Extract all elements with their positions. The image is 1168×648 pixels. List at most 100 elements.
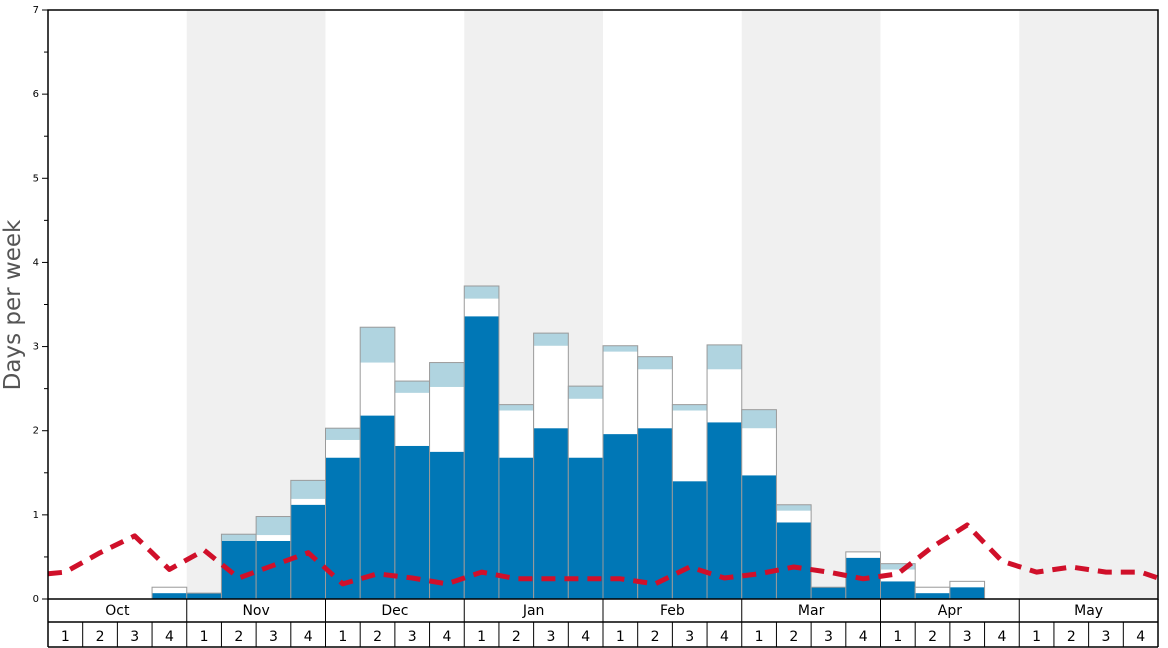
week-label-mar-4: 4 — [859, 629, 868, 645]
y-tick-label-0: 0 — [33, 594, 39, 605]
month-shading-layer — [186, 10, 1158, 599]
y-axis-label: Days per week — [0, 219, 26, 390]
week-label-apr-2: 2 — [928, 629, 937, 645]
week-label-may-1: 1 — [1032, 629, 1041, 645]
week-label-dec-2: 2 — [373, 629, 382, 645]
week-label-mar-1: 1 — [755, 629, 764, 645]
week-label-apr-4: 4 — [997, 629, 1006, 645]
month-label-dec: Dec — [381, 603, 408, 619]
week-label-feb-2: 2 — [651, 629, 660, 645]
bar-dark-apr-w1 — [880, 581, 916, 599]
bar-mid-feb-w4 — [707, 369, 742, 423]
bar-dark-feb-w1 — [603, 434, 638, 599]
week-label-oct-2: 2 — [96, 629, 105, 645]
bar-dark-dec-w1 — [325, 457, 361, 599]
y-tick-label-6: 6 — [33, 89, 39, 100]
month-label-feb: Feb — [660, 603, 685, 619]
bar-dark-jan-w4 — [568, 457, 603, 599]
y-tick-label-3: 3 — [33, 342, 39, 353]
bar-dark-feb-w2 — [637, 428, 673, 599]
week-label-apr-1: 1 — [893, 629, 902, 645]
week-label-may-3: 3 — [1102, 629, 1111, 645]
week-label-jan-3: 3 — [547, 629, 556, 645]
bar-light-jan-w2 — [498, 404, 534, 411]
week-label-may-4: 4 — [1136, 629, 1145, 645]
y-tick-label-4: 4 — [33, 257, 39, 268]
week-label-nov-4: 4 — [304, 629, 313, 645]
bar-dark-jan-w1 — [464, 316, 499, 599]
week-label-feb-3: 3 — [685, 629, 694, 645]
month-label-mar: Mar — [798, 603, 825, 619]
bar-light-feb-w2 — [637, 356, 673, 370]
y-tick-label-1: 1 — [33, 510, 39, 521]
bar-light-feb-w3 — [672, 404, 708, 411]
month-label-nov: Nov — [242, 603, 269, 619]
bar-light-jan-w3 — [533, 333, 569, 346]
bar-light-feb-w4 — [707, 344, 742, 370]
bar-light-dec-w2 — [360, 327, 395, 363]
week-label-apr-3: 3 — [963, 629, 972, 645]
bar-mid-feb-w3 — [672, 410, 708, 482]
week-label-may-2: 2 — [1067, 629, 1076, 645]
bar-mid-apr-w1 — [880, 569, 916, 582]
week-label-nov-1: 1 — [200, 629, 209, 645]
bar-light-feb-w1 — [603, 345, 638, 352]
bar-light-nov-w3 — [256, 516, 291, 536]
bar-mid-apr-w3 — [949, 581, 985, 588]
bar-mid-feb-w1 — [603, 351, 638, 435]
week-label-oct-3: 3 — [130, 629, 139, 645]
bar-light-dec-w3 — [394, 381, 430, 393]
bar-mid-dec-w2 — [360, 362, 395, 416]
bar-dark-mar-w1 — [741, 475, 777, 599]
bar-dark-mar-w2 — [776, 522, 812, 599]
week-label-oct-1: 1 — [61, 629, 70, 645]
bar-mid-dec-w4 — [429, 386, 465, 452]
bar-dark-feb-w4 — [707, 422, 742, 599]
week-label-jan-1: 1 — [477, 629, 486, 645]
bar-mid-nov-w4 — [290, 498, 326, 505]
bar-dark-dec-w4 — [429, 451, 465, 599]
bar-dark-feb-w3 — [672, 481, 708, 599]
week-label-dec-3: 3 — [408, 629, 417, 645]
bar-mid-nov-w3 — [256, 535, 291, 541]
bar-light-nov-w2 — [221, 534, 257, 541]
bar-mid-mar-w2 — [776, 510, 812, 523]
y-tick-label-7: 7 — [33, 5, 39, 16]
bar-dark-apr-w3 — [949, 587, 985, 599]
week-label-nov-3: 3 — [269, 629, 278, 645]
bar-mid-jan-w3 — [533, 345, 569, 429]
bar-mid-mar-w1 — [741, 428, 777, 476]
bar-light-apr-w1 — [880, 563, 916, 570]
bar-light-dec-w4 — [429, 362, 465, 387]
bar-mid-jan-w4 — [568, 398, 603, 458]
bar-dark-apr-w2 — [915, 593, 950, 599]
bar-light-mar-w2 — [776, 504, 812, 511]
bar-mid-dec-w3 — [394, 392, 430, 446]
bar-light-jan-w1 — [464, 285, 499, 299]
month-label-may: May — [1074, 603, 1103, 619]
bar-mid-jan-w1 — [464, 298, 499, 317]
week-label-mar-3: 3 — [824, 629, 833, 645]
bar-light-jan-w4 — [568, 386, 603, 399]
bar-light-nov-w4 — [290, 480, 326, 499]
month-label-apr: Apr — [938, 603, 962, 619]
week-label-feb-4: 4 — [720, 629, 729, 645]
y-tick-label-5: 5 — [33, 173, 39, 184]
week-label-mar-2: 2 — [789, 629, 798, 645]
month-label-oct: Oct — [105, 603, 130, 619]
bar-dark-dec-w2 — [360, 415, 395, 599]
axis-layer: 0 1 2 3 4 5 6 7 Oct Nov Dec Jan Feb Mar Apr May 1 2 3 4 1 2 3 4… — [33, 5, 1159, 648]
bar-mid-apr-w2 — [915, 587, 950, 594]
week-label-jan-4: 4 — [581, 629, 590, 645]
week-label-nov-2: 2 — [234, 629, 243, 645]
month-shade-may — [1019, 10, 1158, 599]
bar-dark-nov-w1 — [186, 593, 222, 599]
week-label-dec-4: 4 — [442, 629, 451, 645]
bar-light-mar-w1 — [741, 409, 777, 429]
bar-light-dec-w1 — [325, 428, 361, 440]
week-label-dec-1: 1 — [338, 629, 347, 645]
bar-dark-oct-w4 — [152, 593, 187, 599]
bar-dark-nov-w3 — [256, 540, 291, 599]
bar-mid-feb-w2 — [637, 369, 673, 429]
